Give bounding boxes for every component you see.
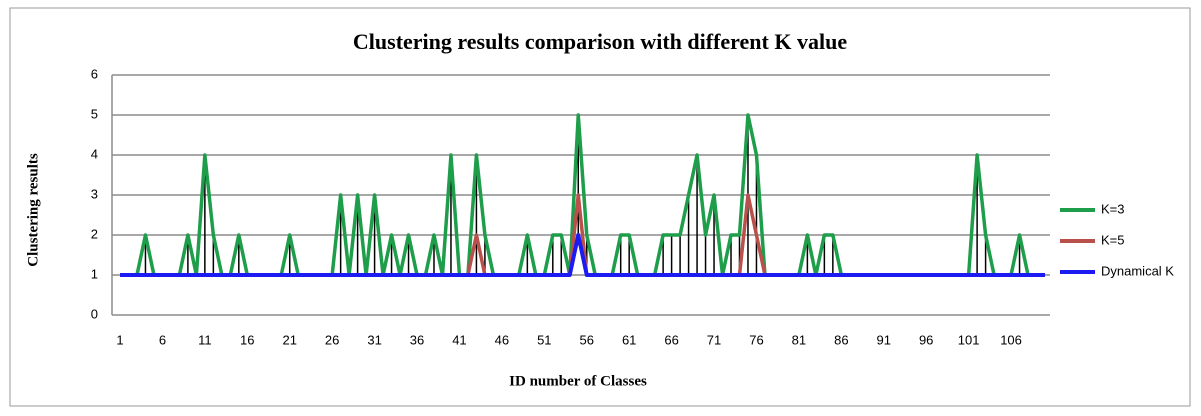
x-tick-label: 46 — [495, 332, 509, 347]
x-tick-label: 41 — [452, 332, 466, 347]
x-tick-label: 16 — [240, 332, 254, 347]
x-tick-label: 11 — [198, 332, 212, 347]
x-tick-label: 6 — [159, 332, 166, 347]
y-tick-label: 0 — [91, 306, 98, 321]
chart-title: Clustering results comparison with diffe… — [353, 29, 847, 54]
x-tick-label: 91 — [877, 332, 891, 347]
x-tick-label: 51 — [537, 332, 551, 347]
legend-label: Dynamical K — [1101, 263, 1174, 278]
legend-label: K=3 — [1101, 201, 1125, 216]
x-tick-label: 61 — [622, 332, 636, 347]
y-tick-label: 6 — [91, 66, 98, 81]
x-tick-label: 31 — [367, 332, 381, 347]
y-axis-label: Clustering results — [25, 153, 41, 267]
y-tick-label: 2 — [91, 226, 98, 241]
x-tick-label: 86 — [834, 332, 848, 347]
x-tick-label: 96 — [919, 332, 933, 347]
x-tick-label: 1 — [116, 332, 123, 347]
series-line — [120, 233, 1045, 277]
x-tick-label: 71 — [707, 332, 721, 347]
x-tick-label: 21 — [282, 332, 296, 347]
x-tick-label: 26 — [325, 332, 339, 347]
x-tick-label: 66 — [664, 332, 678, 347]
y-tick-label: 3 — [91, 186, 98, 201]
legend-label: K=5 — [1101, 232, 1125, 247]
x-tick-label: 36 — [410, 332, 424, 347]
x-tick-label: 81 — [792, 332, 806, 347]
y-tick-label: 4 — [91, 146, 98, 161]
x-tick-label: 76 — [749, 332, 763, 347]
x-tick-label: 101 — [958, 332, 980, 347]
x-tick-label: 56 — [580, 332, 594, 347]
x-tick-label: 106 — [1000, 332, 1022, 347]
y-tick-label: 1 — [91, 266, 98, 281]
x-axis-label: ID number of Classes — [509, 373, 647, 389]
y-tick-label: 5 — [91, 106, 98, 121]
